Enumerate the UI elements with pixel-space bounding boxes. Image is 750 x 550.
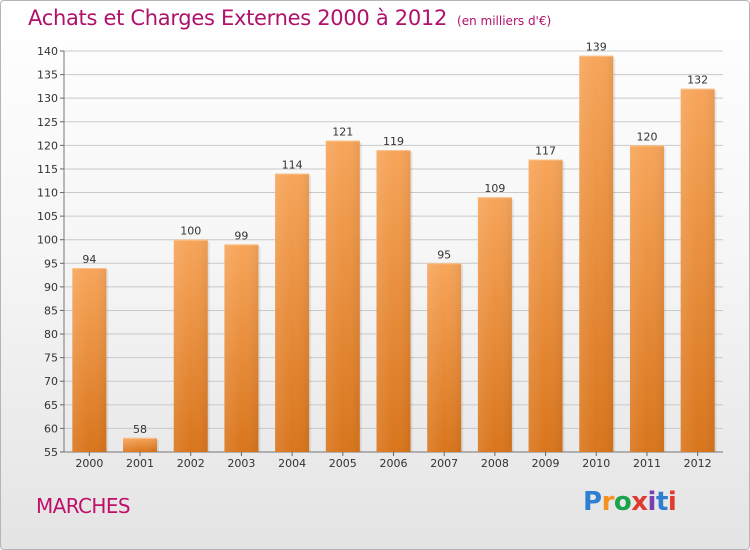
chart-subtitle: (en milliers d'€) — [457, 14, 552, 28]
y-tick-label: 80 — [44, 328, 58, 341]
y-tick-label: 140 — [37, 45, 58, 58]
chart-title: Achats et Charges Externes 2000 à 2012 — [28, 6, 448, 30]
x-tick-label: 2004 — [278, 457, 306, 470]
proxiti-logo[interactable]: Proxiti — [583, 487, 677, 517]
y-tick-label: 115 — [37, 163, 58, 176]
x-tick-label: 2007 — [430, 457, 458, 470]
data-label: 120 — [636, 130, 657, 143]
bar-highlight — [325, 140, 360, 452]
bar-highlight — [123, 437, 158, 452]
logo-letter: t — [655, 487, 668, 517]
x-tick-label: 2011 — [633, 457, 661, 470]
data-label: 100 — [180, 225, 201, 238]
bar-highlight — [275, 173, 310, 453]
data-label: 109 — [484, 182, 505, 195]
data-label: 139 — [586, 41, 607, 54]
y-tick-label: 55 — [44, 446, 58, 459]
bar-highlight — [680, 88, 715, 452]
title-row: Achats et Charges Externes 2000 à 2012 (e… — [28, 6, 551, 30]
data-label: 119 — [383, 135, 404, 148]
x-tick-label: 2012 — [684, 457, 712, 470]
y-tick-label: 130 — [37, 92, 58, 105]
y-tick-label: 70 — [44, 375, 58, 388]
y-tick-label: 65 — [44, 399, 58, 412]
x-tick-label: 2008 — [481, 457, 509, 470]
logo-letter: P — [583, 487, 602, 517]
bar-highlight — [629, 145, 664, 452]
x-tick-label: 2002 — [177, 457, 205, 470]
y-tick-label: 105 — [37, 210, 58, 223]
y-tick-label: 100 — [37, 234, 58, 247]
x-tick-label: 2003 — [227, 457, 255, 470]
y-tick-label: 110 — [37, 187, 58, 200]
bar-highlight — [173, 239, 208, 452]
y-tick-label: 75 — [44, 352, 58, 365]
y-tick-label: 120 — [37, 139, 58, 152]
data-label: 99 — [234, 229, 248, 242]
y-tick-label: 85 — [44, 304, 58, 317]
x-tick-label: 2009 — [532, 457, 560, 470]
logo-letter: o — [613, 487, 632, 517]
data-label: 114 — [282, 159, 303, 172]
bar-highlight — [528, 159, 563, 452]
data-label: 95 — [437, 248, 451, 261]
data-label: 58 — [133, 423, 147, 436]
data-label: 132 — [687, 74, 708, 87]
x-tick-label: 2001 — [126, 457, 154, 470]
x-tick-label: 2010 — [582, 457, 610, 470]
bar-highlight — [427, 263, 462, 452]
logo-letter: r — [601, 487, 615, 517]
x-tick-label: 2005 — [329, 457, 357, 470]
place-name: MARCHES — [36, 494, 131, 518]
logo-letter: i — [667, 487, 677, 517]
bars — [72, 55, 717, 453]
data-label: 117 — [535, 145, 556, 158]
y-tick-label: 125 — [37, 116, 58, 129]
x-tick-label: 2000 — [75, 457, 103, 470]
y-tick-label: 90 — [44, 281, 58, 294]
y-tick-label: 60 — [44, 422, 58, 435]
logo-letter: x — [631, 487, 648, 517]
y-tick-label: 95 — [44, 257, 58, 270]
data-label: 94 — [82, 253, 96, 266]
bar-highlight — [376, 150, 411, 452]
y-tick-label: 135 — [37, 69, 58, 82]
bar-highlight — [72, 268, 107, 452]
x-tick-label: 2006 — [380, 457, 408, 470]
data-label: 121 — [332, 126, 353, 139]
bar-highlight — [477, 197, 512, 452]
bar-highlight — [579, 55, 614, 452]
bar-highlight — [224, 244, 259, 452]
logo-letter: i — [647, 487, 657, 517]
data-labels: 94 58 100 99 114 121 119 95 109 117 139 120 132 — [82, 41, 708, 436]
